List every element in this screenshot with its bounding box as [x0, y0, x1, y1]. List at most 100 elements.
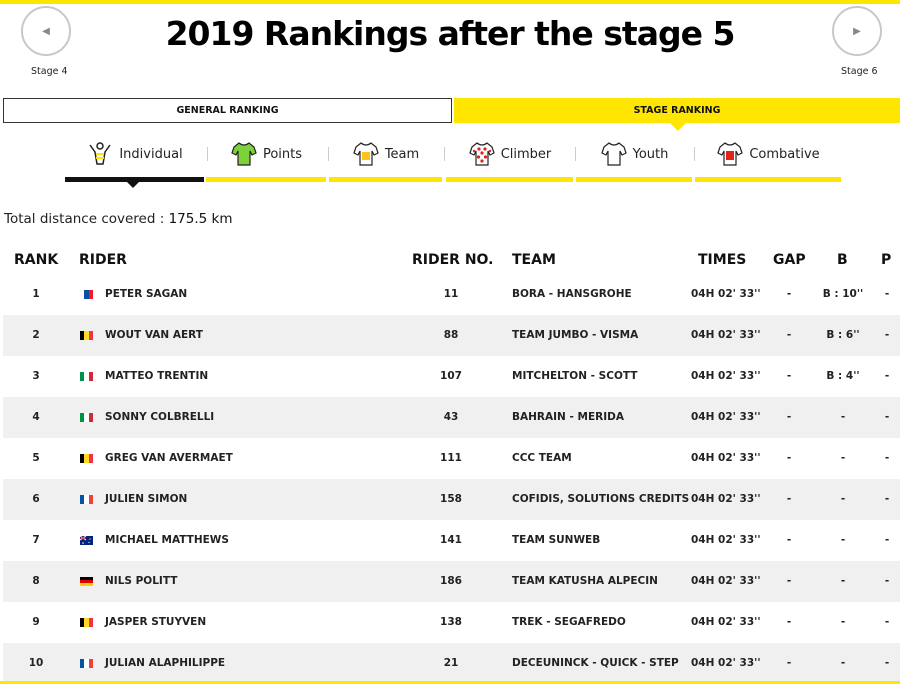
team-name-link[interactable]: DECEUNINCK - QUICK - STEP [512, 657, 679, 669]
tab-points[interactable]: Points [206, 136, 326, 182]
header-rider-no[interactable]: RIDER NO. [412, 252, 494, 268]
previous-stage-label[interactable]: Stage 4 [31, 66, 68, 77]
table-header: RANK RIDER RIDER NO. TEAM TIMES GAP B P [0, 252, 900, 274]
next-stage-button[interactable]: ▶ [832, 6, 882, 56]
rider-name-link[interactable]: JULIEN SIMON [105, 493, 188, 505]
ranking-table-body: 1 PETER SAGAN 11 BORA - HANSGROHE 04H 02… [3, 274, 900, 684]
rider-name-link[interactable]: MATTEO TRENTIN [105, 370, 209, 382]
tab-points-label: Points [262, 146, 303, 162]
individual-icon [89, 142, 111, 165]
rider-number: 21 [443, 657, 459, 669]
chevron-left-icon: ◀ [42, 25, 50, 37]
time-cell: 04H 02' 33'' [691, 493, 761, 505]
time-cell: 04H 02' 33'' [691, 452, 761, 464]
table-row[interactable]: 6 JULIEN SIMON 158 COFIDIS, SOLUTIONS CR… [3, 479, 900, 520]
gap-cell: - [786, 329, 792, 341]
header-gap[interactable]: GAP [773, 252, 806, 268]
bonus-cell: - [840, 616, 846, 628]
page-title: 2019 Rankings after the stage 5 [165, 14, 736, 53]
rider-name-link[interactable]: PETER SAGAN [105, 288, 188, 300]
team-name-link[interactable]: MITCHELTON - SCOTT [512, 370, 638, 382]
time-cell: 04H 02' 33'' [691, 534, 761, 546]
tab-stage-ranking[interactable]: STAGE RANKING [454, 98, 900, 123]
tab-general-ranking[interactable]: GENERAL RANKING [3, 98, 452, 123]
team-name-link[interactable]: COFIDIS, SOLUTIONS CREDITS [512, 493, 690, 505]
rider-name-link[interactable]: NILS POLITT [105, 575, 178, 587]
header-rider[interactable]: RIDER [79, 252, 127, 268]
team-name-link[interactable]: BORA - HANSGROHE [512, 288, 632, 300]
gap-cell: - [786, 534, 792, 546]
germany-flag-icon [80, 577, 93, 586]
tab-combative-underline [695, 177, 841, 182]
tab-separator [694, 147, 695, 161]
team-name-link[interactable]: TREK - SEGAFREDO [512, 616, 626, 628]
header-b[interactable]: B [837, 252, 848, 268]
header-times[interactable]: TIMES [698, 252, 747, 268]
table-row[interactable]: 10 JULIAN ALAPHILIPPE 21 DECEUNINCK - QU… [3, 643, 900, 684]
tab-separator [575, 147, 576, 161]
table-row[interactable]: 9 JASPER STUYVEN 138 TREK - SEGAFREDO 04… [3, 602, 900, 643]
table-row[interactable]: 8 NILS POLITT 186 TEAM KATUSHA ALPECIN 0… [3, 561, 900, 602]
table-row[interactable]: 1 PETER SAGAN 11 BORA - HANSGROHE 04H 02… [3, 274, 900, 315]
bonus-cell: B : 6'' [826, 329, 860, 341]
tab-individual-label: Individual [119, 146, 183, 162]
tab-separator [444, 147, 445, 161]
rank-cell: 5 [32, 452, 40, 464]
bonus-cell: B : 10'' [822, 288, 864, 300]
header-p[interactable]: P [881, 252, 892, 268]
penalty-cell: - [884, 370, 890, 382]
rider-name-link[interactable]: MICHAEL MATTHEWS [105, 534, 229, 546]
rider-number: 141 [440, 534, 462, 546]
tab-climber[interactable]: Climber [446, 136, 573, 182]
bonus-cell: - [840, 452, 846, 464]
france-flag-icon [80, 495, 93, 504]
table-row[interactable]: 4 SONNY COLBRELLI 43 BAHRAIN - MERIDA 04… [3, 397, 900, 438]
gap-cell: - [786, 370, 792, 382]
rider-name-link[interactable]: SONNY COLBRELLI [105, 411, 215, 423]
table-row[interactable]: 2 WOUT VAN AERT 88 TEAM JUMBO - VISMA 04… [3, 315, 900, 356]
penalty-cell: - [884, 288, 890, 300]
slovakia-flag-icon [80, 290, 93, 299]
team-name-link[interactable]: TEAM KATUSHA ALPECIN [512, 575, 658, 587]
rank-cell: 6 [32, 493, 40, 505]
previous-stage-button[interactable]: ◀ [21, 6, 71, 56]
tab-team-underline [329, 177, 442, 182]
rider-name-link[interactable]: JASPER STUYVEN [105, 616, 207, 628]
tab-combative[interactable]: Combative [695, 136, 841, 182]
table-row[interactable]: 3 MATTEO TRENTIN 107 MITCHELTON - SCOTT … [3, 356, 900, 397]
active-tab-pointer [670, 123, 686, 131]
gap-cell: - [786, 288, 792, 300]
tab-team[interactable]: Team [329, 136, 442, 182]
total-distance-label: Total distance covered : [4, 211, 169, 227]
table-row[interactable]: 7 MICHAEL MATTHEWS 141 TEAM SUNWEB 04H 0… [3, 520, 900, 561]
penalty-cell: - [884, 452, 890, 464]
tab-climber-underline [446, 177, 573, 182]
rider-name-link[interactable]: GREG VAN AVERMAET [105, 452, 233, 464]
team-name-link[interactable]: CCC TEAM [512, 452, 572, 464]
team-name-link[interactable]: BAHRAIN - MERIDA [512, 411, 624, 423]
rider-name-link[interactable]: JULIAN ALAPHILIPPE [105, 657, 226, 669]
france-flag-icon [80, 659, 93, 668]
rider-number: 107 [440, 370, 462, 382]
penalty-cell: - [884, 411, 890, 423]
tab-individual[interactable]: Individual [65, 136, 204, 182]
penalty-cell: - [884, 616, 890, 628]
table-row[interactable]: 5 GREG VAN AVERMAET 111 CCC TEAM 04H 02'… [3, 438, 900, 479]
rank-cell: 1 [32, 288, 40, 300]
belgium-flag-icon [80, 331, 93, 340]
total-distance-value: 175.5 km [168, 211, 233, 227]
bonus-cell: - [840, 411, 846, 423]
white-jersey-icon [600, 142, 627, 166]
header-rank[interactable]: RANK [14, 252, 59, 268]
tab-individual-underline [65, 177, 204, 182]
australia-flag-icon [80, 536, 93, 545]
penalty-cell: - [884, 534, 890, 546]
header-team[interactable]: TEAM [512, 252, 556, 268]
team-name-link[interactable]: TEAM JUMBO - VISMA [512, 329, 639, 341]
next-stage-label[interactable]: Stage 6 [841, 66, 878, 77]
tab-youth[interactable]: Youth [576, 136, 692, 182]
rider-name-link[interactable]: WOUT VAN AERT [105, 329, 203, 341]
team-name-link[interactable]: TEAM SUNWEB [512, 534, 601, 546]
tab-team-label: Team [384, 146, 420, 162]
penalty-cell: - [884, 575, 890, 587]
